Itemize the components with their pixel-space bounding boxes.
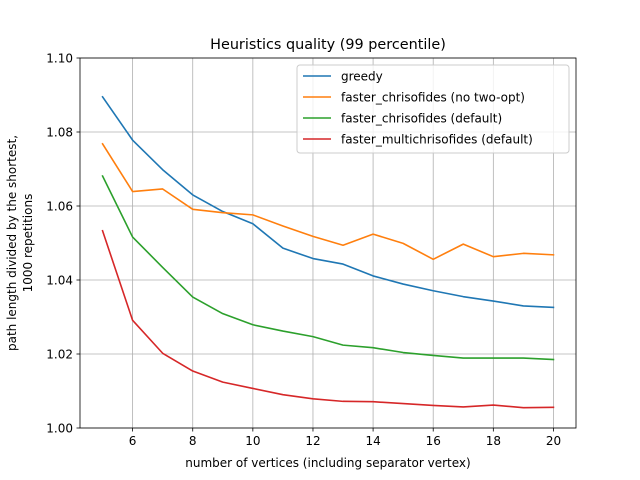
- chart-title: Heuristics quality (99 percentile): [210, 37, 446, 53]
- legend-box: [296, 64, 570, 154]
- legend-label: faster_chrisofides (no two-opt): [341, 90, 525, 104]
- y-tick-label: 1.00: [46, 421, 73, 435]
- legend: greedy faster_chrisofides (no two-opt) fas…: [296, 64, 570, 154]
- plot-area-frame: [79, 57, 577, 429]
- x-tick-label: 8: [189, 434, 197, 448]
- x-tick-label: 14: [365, 434, 380, 448]
- y-axis-ticks: 1.00 1.02 1.04 1.06 1.08 1.10: [46, 51, 80, 435]
- x-tick-label: 18: [486, 434, 501, 448]
- y-tick-label: 1.10: [46, 51, 73, 65]
- legend-label: faster_multichrisofides (default): [341, 132, 533, 146]
- x-axis-label: number of vertices (including separator …: [185, 456, 470, 470]
- y-axis-label-line-1: path length divided by the shortest,: [5, 135, 19, 351]
- y-tick-label: 1.04: [46, 273, 73, 287]
- y-axis-label: path length divided by the shortest, 100…: [5, 135, 35, 351]
- series-line: [101, 142, 555, 261]
- x-tick-label: 16: [426, 434, 441, 448]
- y-tick-label: 1.08: [46, 125, 73, 139]
- x-tick-label: 20: [546, 434, 561, 448]
- legend-label: faster_chrisofides (default): [341, 111, 502, 125]
- y-tick-label: 1.02: [46, 347, 73, 361]
- x-axis-ticks: 6 8 10 12 14 16 18 20: [129, 428, 561, 448]
- legend-label: greedy: [341, 69, 383, 83]
- series-line: [101, 229, 555, 409]
- plot-lines: [101, 95, 555, 409]
- x-tick-label: 10: [245, 434, 260, 448]
- x-tick-label: 6: [129, 434, 137, 448]
- series-line: [101, 95, 555, 309]
- series-line: [101, 174, 555, 361]
- y-tick-label: 1.06: [46, 199, 73, 213]
- x-tick-label: 12: [305, 434, 320, 448]
- y-axis-label-line-2: 1000 repetitions: [21, 194, 35, 293]
